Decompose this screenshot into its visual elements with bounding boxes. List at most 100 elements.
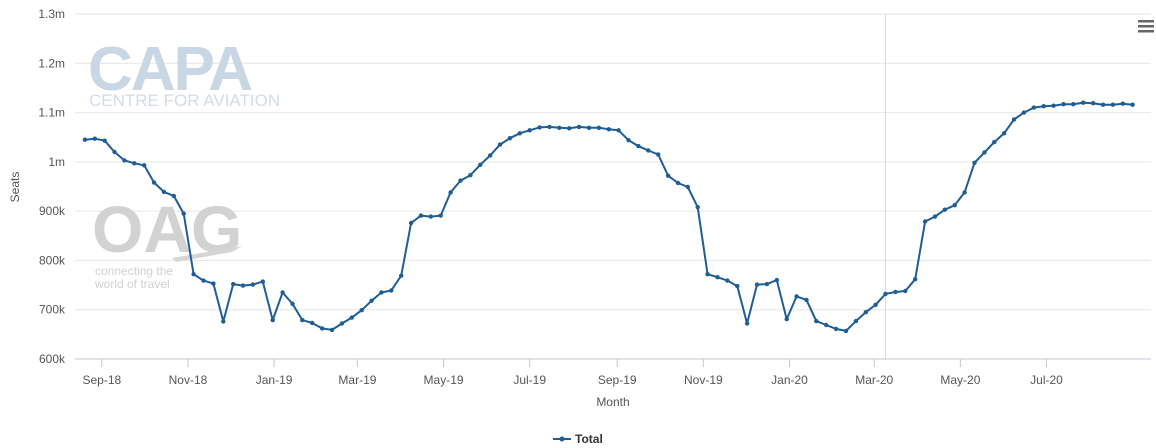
- data-point[interactable]: [132, 161, 137, 166]
- data-point[interactable]: [359, 308, 364, 313]
- data-point[interactable]: [82, 137, 88, 142]
- data-point[interactable]: [458, 178, 463, 183]
- data-point[interactable]: [1061, 102, 1066, 107]
- data-point[interactable]: [300, 317, 305, 323]
- data-point[interactable]: [873, 302, 878, 307]
- data-point[interactable]: [527, 128, 532, 133]
- data-point[interactable]: [1001, 131, 1007, 136]
- data-point[interactable]: [853, 318, 859, 324]
- data-point[interactable]: [310, 320, 315, 326]
- data-point[interactable]: [250, 282, 256, 287]
- data-point[interactable]: [102, 138, 107, 143]
- hamburger-menu-icon[interactable]: [1132, 16, 1154, 36]
- data-point[interactable]: [814, 318, 819, 324]
- data-point[interactable]: [675, 180, 681, 186]
- data-point[interactable]: [735, 283, 740, 289]
- data-point[interactable]: [1110, 102, 1116, 107]
- data-point[interactable]: [1051, 103, 1056, 108]
- data-point[interactable]: [507, 136, 513, 141]
- data-point[interactable]: [231, 281, 236, 287]
- data-point[interactable]: [151, 180, 157, 185]
- data-point[interactable]: [922, 219, 928, 224]
- data-point[interactable]: [863, 310, 868, 315]
- data-point[interactable]: [339, 321, 345, 326]
- data-point[interactable]: [290, 301, 295, 306]
- data-point[interactable]: [329, 327, 335, 333]
- data-point[interactable]: [221, 319, 226, 324]
- data-point[interactable]: [379, 290, 384, 295]
- data-point[interactable]: [1041, 104, 1046, 109]
- data-point[interactable]: [448, 190, 453, 195]
- data-point[interactable]: [1090, 101, 1096, 106]
- data-point[interactable]: [270, 317, 275, 323]
- data-point[interactable]: [389, 288, 394, 293]
- data-point[interactable]: [1130, 102, 1135, 107]
- data-point[interactable]: [804, 297, 809, 303]
- data-point[interactable]: [774, 277, 779, 283]
- data-point[interactable]: [537, 125, 542, 130]
- data-point[interactable]: [883, 291, 888, 297]
- data-point[interactable]: [1071, 102, 1076, 107]
- data-point[interactable]: [685, 184, 690, 190]
- data-point[interactable]: [784, 316, 789, 322]
- data-point[interactable]: [626, 138, 631, 143]
- data-point[interactable]: [992, 139, 997, 145]
- data-point[interactable]: [408, 220, 414, 226]
- data-point[interactable]: [428, 214, 433, 219]
- data-point[interactable]: [705, 272, 710, 277]
- data-point[interactable]: [942, 207, 947, 212]
- data-point[interactable]: [369, 298, 374, 303]
- data-point[interactable]: [418, 213, 424, 218]
- data-point[interactable]: [824, 322, 829, 328]
- data-point[interactable]: [1081, 100, 1086, 105]
- data-point[interactable]: [260, 279, 265, 284]
- data-point[interactable]: [616, 128, 621, 133]
- data-point[interactable]: [191, 272, 196, 277]
- data-point[interactable]: [240, 283, 246, 288]
- data-point[interactable]: [843, 328, 849, 334]
- data-point[interactable]: [1021, 110, 1027, 115]
- data-point[interactable]: [478, 162, 483, 167]
- data-point[interactable]: [982, 150, 987, 155]
- data-point[interactable]: [764, 281, 770, 287]
- data-point[interactable]: [211, 281, 216, 286]
- data-point[interactable]: [468, 173, 473, 178]
- data-point[interactable]: [547, 124, 552, 130]
- data-point[interactable]: [725, 278, 730, 283]
- data-point[interactable]: [349, 315, 354, 320]
- data-point[interactable]: [972, 160, 977, 165]
- data-point[interactable]: [952, 203, 957, 208]
- data-point[interactable]: [497, 142, 503, 147]
- data-point[interactable]: [744, 321, 750, 326]
- data-point[interactable]: [596, 125, 602, 130]
- data-point[interactable]: [893, 289, 898, 295]
- data-point[interactable]: [913, 277, 918, 282]
- data-point[interactable]: [903, 288, 908, 294]
- data-point[interactable]: [932, 214, 938, 219]
- data-point[interactable]: [557, 125, 562, 130]
- data-point[interactable]: [833, 326, 839, 332]
- data-point[interactable]: [1100, 102, 1106, 107]
- data-point[interactable]: [122, 158, 127, 163]
- data-point[interactable]: [656, 152, 661, 157]
- data-point[interactable]: [794, 294, 799, 299]
- data-point[interactable]: [962, 190, 967, 195]
- data-point[interactable]: [438, 213, 443, 218]
- data-point[interactable]: [567, 126, 572, 131]
- data-point[interactable]: [606, 127, 611, 132]
- data-point[interactable]: [715, 275, 720, 280]
- data-point[interactable]: [1120, 101, 1126, 106]
- data-point[interactable]: [181, 211, 186, 216]
- data-point[interactable]: [319, 326, 325, 331]
- data-point[interactable]: [665, 173, 671, 178]
- data-point[interactable]: [517, 131, 522, 136]
- data-point[interactable]: [646, 148, 651, 153]
- data-point[interactable]: [636, 143, 641, 149]
- data-point[interactable]: [161, 189, 167, 195]
- data-point[interactable]: [695, 205, 700, 210]
- data-point[interactable]: [142, 163, 147, 168]
- data-point[interactable]: [754, 282, 760, 287]
- data-point[interactable]: [112, 149, 117, 155]
- data-point[interactable]: [201, 278, 206, 283]
- data-point[interactable]: [586, 125, 592, 130]
